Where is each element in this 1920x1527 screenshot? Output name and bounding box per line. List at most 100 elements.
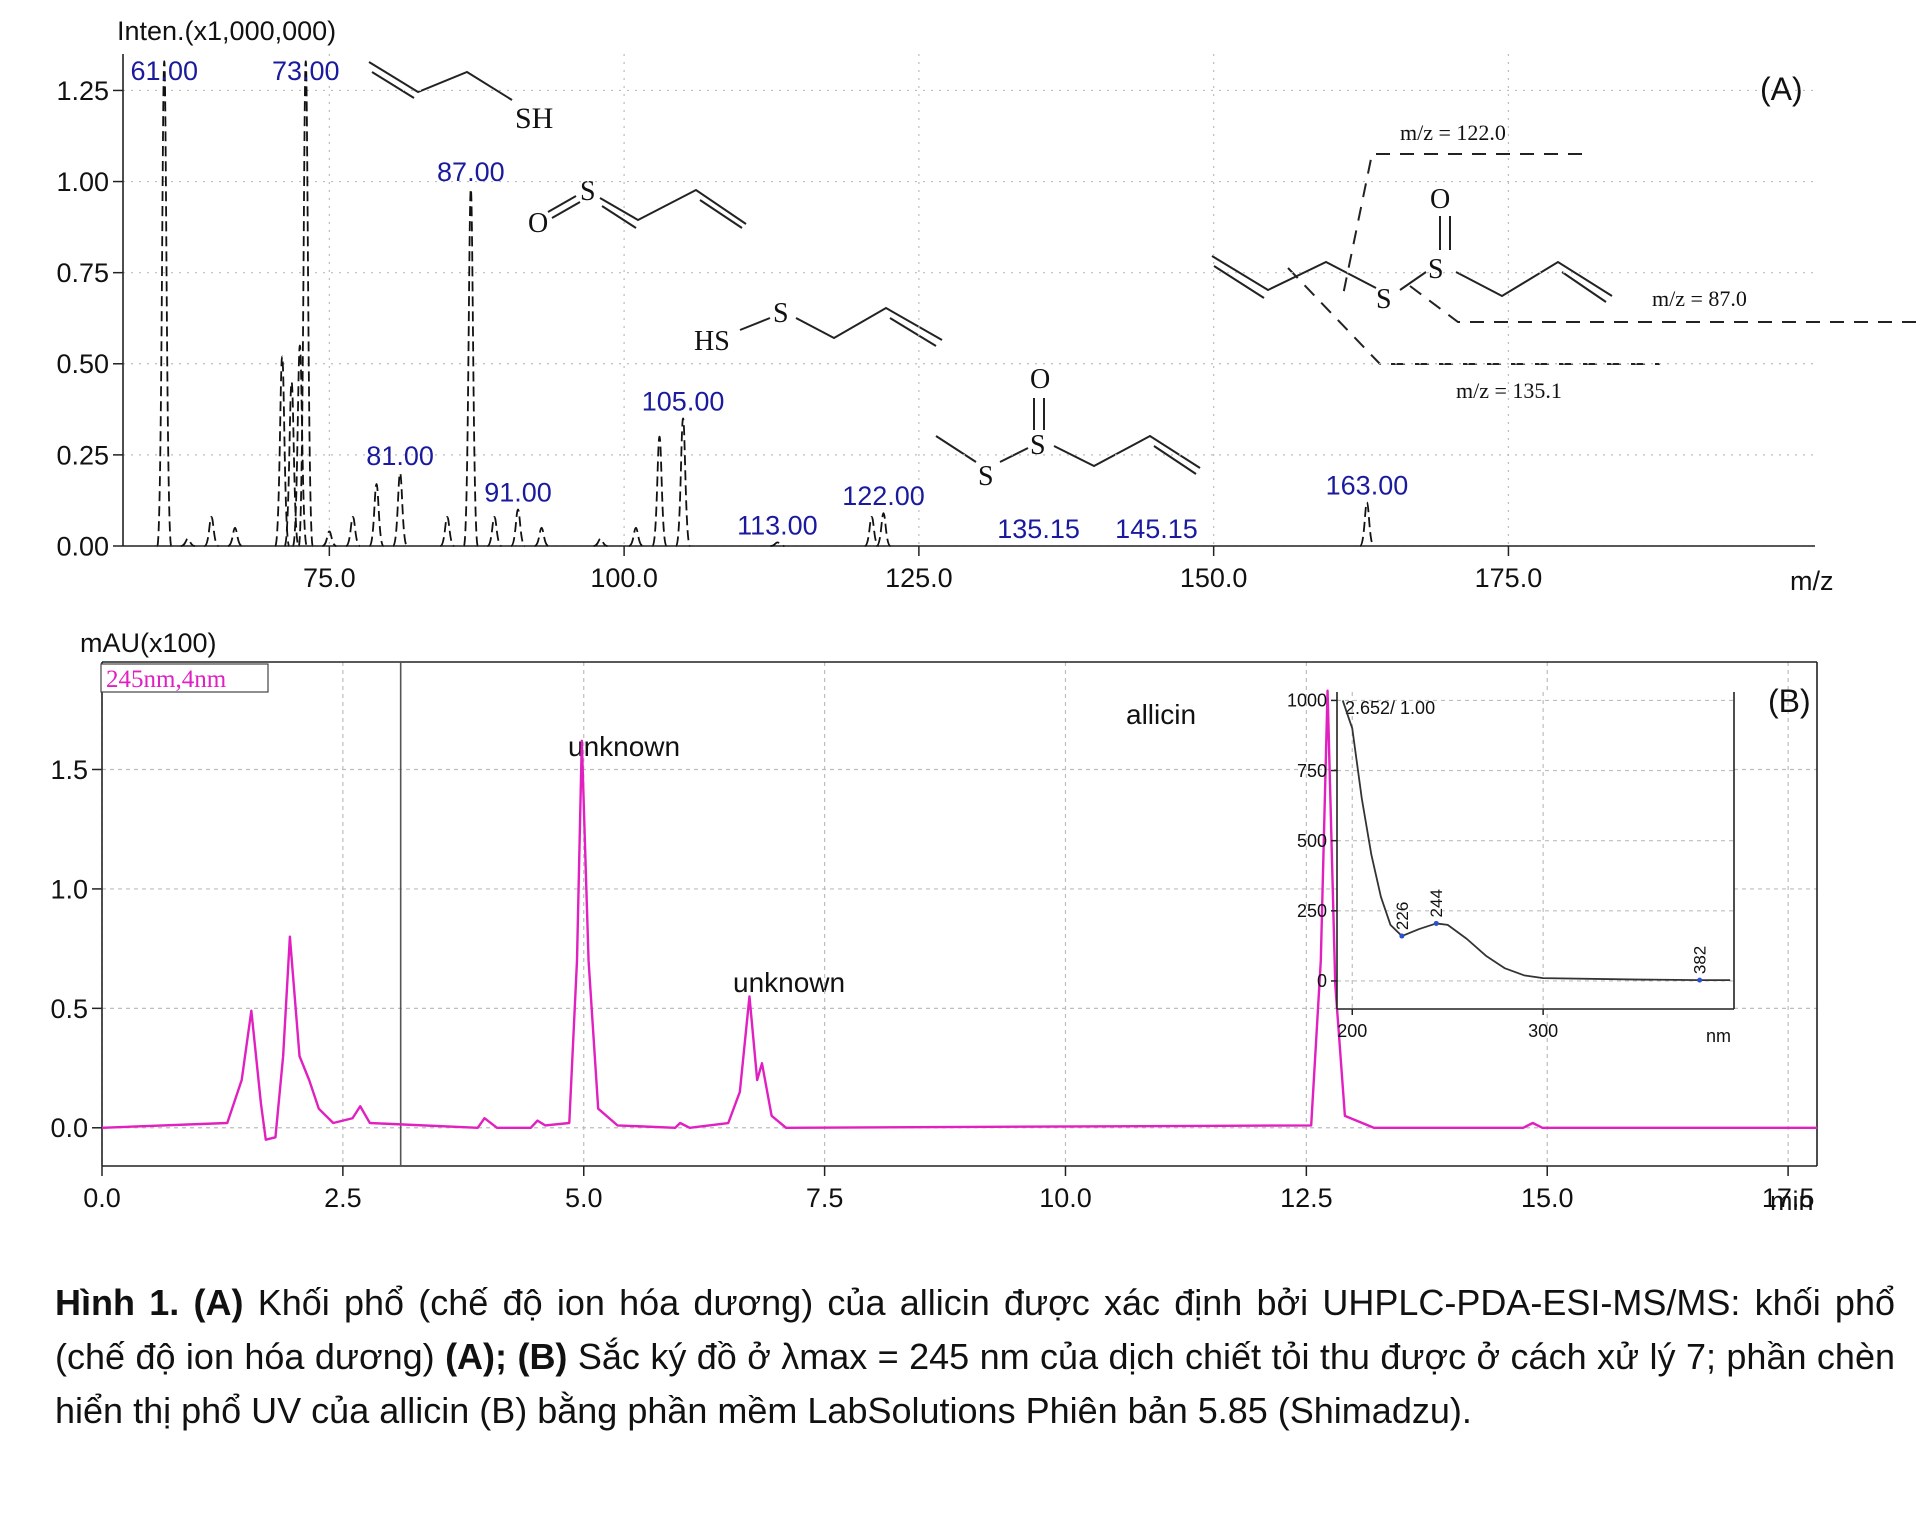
atom-label: O [528, 208, 548, 239]
y-tick-label: 500 [1297, 831, 1327, 851]
peak [156, 60, 173, 547]
chart: 0.00 0.25 0.50 0.75 1.00 1.25 75.0 100.0 125.0 15… [56, 16, 1833, 596]
bond [739, 317, 771, 331]
peak-label: 87.00 [437, 157, 505, 187]
x-tick-label: 12.5 [1280, 1183, 1333, 1213]
bond [889, 317, 937, 347]
peak [510, 508, 526, 547]
peak-label: 73.00 [272, 56, 340, 86]
x-axis-label: min [1770, 1186, 1814, 1216]
peak [534, 526, 549, 547]
atom-label: S [1030, 430, 1046, 461]
chart: 0.0 0.5 1.0 1.5 0.0 2.5 5.0 7.5 10.0 12.5 15.0 17.5… [50, 628, 1818, 1216]
caption: Hình 1. (A) Khối phổ (chế độ ion hóa dươ… [55, 1276, 1895, 1438]
chart: 0 250 500 750 1000 200 300 nm 2.652/ 1.00 226 244 3… [1287, 691, 1735, 1046]
bond [368, 61, 513, 101]
fragment-cut [1409, 285, 1920, 323]
atom-label: SH [515, 102, 553, 135]
bond [935, 435, 977, 463]
x-tick-label: 200 [1337, 1021, 1367, 1041]
y-tick-label: 0.50 [56, 349, 109, 379]
x-tick-label: 15.0 [1521, 1183, 1574, 1213]
atom-label: O [1430, 184, 1450, 215]
y-tick-label: 0.25 [56, 440, 109, 470]
atom-label: HS [694, 326, 730, 357]
x-axis-label: m/z [1790, 566, 1834, 596]
x-tick-label: 17.5 [1762, 1183, 1815, 1213]
peak-label: 122.00 [842, 481, 925, 511]
x-tick-label: 150.0 [1180, 563, 1248, 593]
marked-x-label: 226 [1393, 902, 1412, 930]
annotation: unknown [568, 731, 680, 762]
figure: SH O S HS S O S S S S O [50, 16, 1920, 1216]
peak-label: 81.00 [366, 441, 434, 471]
legend-label: 245nm,4nm [106, 666, 227, 693]
x-axis-label: nm [1706, 1026, 1731, 1046]
atom-label: S [1428, 254, 1444, 285]
peak-label: 113.00 [737, 510, 818, 540]
bond [547, 195, 577, 213]
peak [593, 537, 608, 547]
y-tick-label: 1.0 [50, 874, 88, 904]
x-tick-label: 300 [1528, 1021, 1558, 1041]
peak-label: 145.15 [1115, 514, 1198, 544]
panel-label: (B) [1768, 683, 1811, 719]
x-tick-label: 125.0 [885, 563, 953, 593]
structures: SH O S HS S O S S S S O [368, 61, 1920, 492]
bond [795, 306, 943, 341]
caption-text: (A); (B) [445, 1336, 568, 1377]
caption-text: Sắc ký đồ ở λmax = 245 nm của dịch chiết… [55, 1336, 1895, 1431]
x-tick-label: 5.0 [565, 1183, 603, 1213]
y-tick-label: 0.5 [50, 994, 88, 1024]
y-tick-label: 750 [1297, 761, 1327, 781]
y-tick-label: 1.00 [56, 167, 109, 197]
peak-label: 163.00 [1326, 470, 1409, 500]
peak [345, 515, 361, 547]
bond [1153, 445, 1197, 475]
y-tick-label: 0.00 [56, 531, 109, 561]
y-tick-label: 0 [1317, 971, 1327, 991]
y-tick-label: 1.25 [56, 76, 109, 106]
peak [439, 515, 456, 547]
inset-background [1337, 692, 1734, 1009]
bond [1399, 271, 1427, 291]
peak-label: 105.00 [642, 386, 725, 416]
caption-text: Hình 1. (A) [55, 1282, 244, 1323]
x-tick-label: 100.0 [590, 563, 658, 593]
peak-label: 135.15 [997, 514, 1080, 544]
legend-box [100, 663, 269, 693]
peak [274, 355, 291, 547]
caption-text: Khối phổ (chế độ ion hóa dương) của alli… [55, 1282, 1896, 1377]
x-tick-label: 75.0 [303, 563, 356, 593]
x-tick-label: 0.0 [83, 1183, 121, 1213]
atom-label: S [978, 461, 994, 492]
peak [486, 515, 503, 547]
y-tick-label: 1.5 [50, 755, 88, 785]
bond [1053, 434, 1201, 469]
annotation: allicin [1126, 699, 1196, 730]
peak [203, 515, 220, 547]
bond [1561, 271, 1607, 303]
peak [462, 187, 479, 547]
bond [601, 205, 637, 229]
bond [551, 201, 581, 219]
x-tick-label: 175.0 [1475, 563, 1543, 593]
x-tick-label: 10.0 [1039, 1183, 1092, 1213]
x-tick-label: 2.5 [324, 1183, 362, 1213]
peak-label: 91.00 [484, 478, 552, 508]
atom-label: S [580, 176, 596, 207]
fragment-cut [1341, 153, 1582, 301]
fragment-label: m/z = 122.0 [1400, 120, 1506, 145]
peak [651, 435, 668, 547]
spectrum-label: 2.652/ 1.00 [1345, 698, 1435, 718]
y-tick-label: 1000 [1287, 691, 1327, 711]
atom-label: O [1030, 364, 1050, 395]
y-tick-label: 250 [1297, 901, 1327, 921]
y-tick-label: 0.75 [56, 258, 109, 288]
peak [297, 60, 314, 547]
peak [227, 526, 243, 547]
bond [1213, 265, 1265, 299]
peak [863, 515, 880, 547]
panel-label: (A) [1760, 71, 1803, 107]
x-tick-label: 7.5 [806, 1183, 844, 1213]
